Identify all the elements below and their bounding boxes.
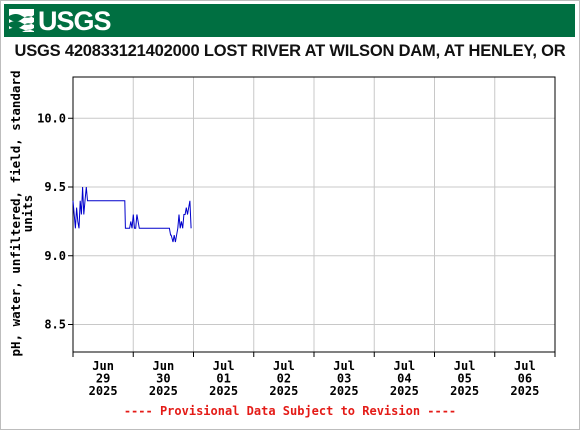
x-tick-label-line: 30 (156, 372, 170, 386)
usgs-header-bar: USGS (4, 4, 575, 37)
x-tick-label-line: Jun (92, 359, 114, 373)
y-tick-label: 9.5 (44, 180, 66, 194)
grid-lines (73, 77, 555, 352)
x-tick-label-line: Jul (273, 359, 295, 373)
x-tick-label-line: 06 (518, 372, 532, 386)
x-tick-label-line: 2025 (209, 384, 238, 398)
x-tick-label-line: 29 (96, 372, 110, 386)
y-axis-ticks: 8.5 9.0 9.5 10.0 (37, 111, 73, 332)
x-tick-label-line: 04 (397, 372, 411, 386)
x-tick-label-line: 2025 (390, 384, 419, 398)
x-tick-label-line: 2025 (450, 384, 479, 398)
x-tick-label-line: Jun (153, 359, 175, 373)
x-tick-label-line: 2025 (269, 384, 298, 398)
x-tick-label-line: Jul (394, 359, 416, 373)
x-axis-ticks: Jun292025Jun302025Jul012025Jul022025Jul0… (72, 352, 556, 398)
provisional-notice: ---- Provisional Data Subject to Revisio… (123, 404, 457, 418)
y-tick-label: 9.0 (44, 249, 66, 263)
x-tick-label-line: Jul (514, 359, 536, 373)
x-tick-label-line: 2025 (149, 384, 178, 398)
x-tick-label-line: Jul (213, 359, 235, 373)
x-tick-label-line: 01 (216, 372, 230, 386)
chart-title: USGS 420833121402000 LOST RIVER AT WILSO… (14, 42, 566, 60)
y-axis-label: pH, water, unfiltered, field, standardun… (8, 71, 35, 357)
x-tick-label-line: 2025 (89, 384, 118, 398)
x-tick-label-line: 05 (457, 372, 471, 386)
usgs-logo-text: USGS (38, 6, 112, 36)
usgs-logo[interactable]: USGS (6, 4, 112, 37)
x-tick-label-line: 02 (277, 372, 291, 386)
usgs-wave-logo-icon (9, 9, 34, 34)
y-tick-label: 8.5 (44, 318, 66, 332)
x-tick-label-line: 03 (337, 372, 351, 386)
y-tick-label: 10.0 (37, 111, 66, 125)
x-tick-label-line: 2025 (330, 384, 359, 398)
x-tick-label-line: Jul (454, 359, 476, 373)
x-tick-label-line: Jul (333, 359, 355, 373)
x-tick-label-line: 2025 (510, 384, 539, 398)
series-layer (72, 186, 192, 243)
series-line (72, 186, 192, 243)
